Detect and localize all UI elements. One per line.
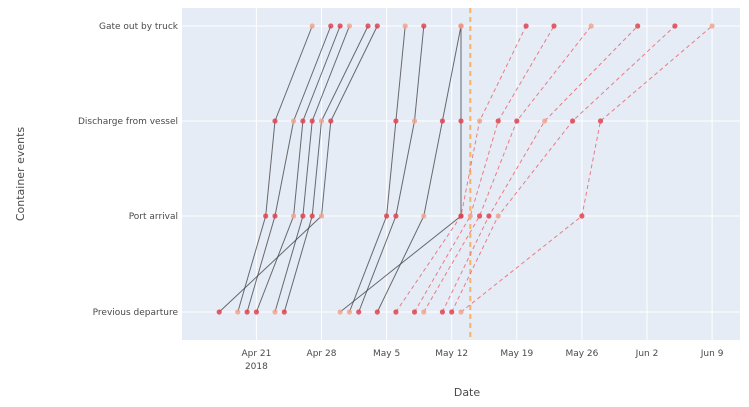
event-marker bbox=[495, 118, 501, 124]
event-marker bbox=[281, 309, 287, 315]
series-line bbox=[237, 25, 313, 313]
event-marker bbox=[346, 309, 352, 315]
event-marker bbox=[263, 213, 269, 219]
x-tick-label: May 26 bbox=[565, 349, 598, 359]
event-marker bbox=[328, 23, 334, 29]
event-marker bbox=[449, 309, 455, 315]
event-marker bbox=[467, 213, 473, 219]
event-marker bbox=[272, 118, 278, 124]
event-marker bbox=[411, 118, 418, 124]
event-marker bbox=[439, 309, 445, 315]
event-marker bbox=[309, 23, 315, 29]
event-marker bbox=[635, 23, 641, 29]
x-tick-sublabel: 2018 bbox=[245, 362, 268, 372]
series-line bbox=[423, 25, 592, 313]
event-marker bbox=[411, 309, 418, 315]
event-marker bbox=[495, 213, 501, 219]
event-marker bbox=[672, 23, 678, 29]
series-line bbox=[274, 25, 350, 313]
event-marker bbox=[356, 309, 362, 315]
event-marker bbox=[421, 213, 427, 219]
series-line bbox=[451, 25, 676, 313]
series-line bbox=[358, 25, 425, 313]
event-marker bbox=[458, 23, 464, 29]
event-marker bbox=[300, 213, 306, 219]
event-marker bbox=[253, 309, 259, 315]
event-marker bbox=[421, 23, 427, 29]
event-marker bbox=[393, 309, 399, 315]
event-marker bbox=[244, 309, 250, 315]
event-marker bbox=[421, 309, 427, 315]
event-marker bbox=[337, 23, 343, 29]
event-marker bbox=[291, 118, 297, 124]
event-marker bbox=[309, 213, 315, 219]
x-tick-label: Jun 2 bbox=[635, 349, 659, 359]
y-tick-label: Discharge from vessel bbox=[78, 117, 178, 127]
event-marker bbox=[402, 23, 408, 29]
series-line bbox=[246, 25, 332, 313]
event-marker bbox=[346, 23, 352, 29]
event-marker bbox=[570, 118, 576, 124]
event-marker bbox=[551, 23, 557, 29]
series-line bbox=[218, 25, 378, 313]
x-tick-label: May 19 bbox=[500, 349, 533, 359]
event-marker bbox=[374, 309, 380, 315]
x-axis-title: Date bbox=[454, 386, 481, 399]
event-marker bbox=[374, 23, 380, 29]
y-tick-labels: Previous departure Port arrival Discharge … bbox=[78, 22, 179, 318]
series-line bbox=[441, 25, 639, 313]
event-marker bbox=[393, 213, 399, 219]
event-marker bbox=[588, 23, 594, 29]
x-tick-label: Apr 21 bbox=[241, 349, 271, 359]
event-marker bbox=[318, 118, 325, 124]
event-marker bbox=[458, 213, 464, 219]
event-marker bbox=[709, 23, 715, 29]
event-marker bbox=[365, 23, 371, 29]
event-marker bbox=[439, 118, 445, 124]
event-marker bbox=[486, 213, 492, 219]
series-line bbox=[339, 26, 462, 313]
x-tick-label: Apr 28 bbox=[307, 349, 337, 359]
event-marker bbox=[393, 118, 399, 124]
x-tick-label: May 5 bbox=[373, 349, 400, 359]
event-marker bbox=[318, 213, 325, 219]
event-marker bbox=[542, 118, 548, 124]
event-marker bbox=[300, 118, 306, 124]
event-marker bbox=[579, 213, 585, 219]
event-marker bbox=[597, 118, 604, 124]
event-marker bbox=[272, 309, 278, 315]
x-tick-labels: Apr 21 2018 Apr 28 May 5 May 12 May 19 May 26 J… bbox=[241, 349, 723, 372]
y-tick-label: Previous departure bbox=[93, 308, 179, 318]
event-marker bbox=[235, 309, 241, 315]
event-marker bbox=[384, 213, 390, 219]
marker-layer bbox=[216, 23, 715, 315]
event-marker bbox=[309, 118, 315, 124]
event-marker bbox=[458, 118, 464, 124]
series-layer bbox=[218, 25, 713, 313]
series-line bbox=[395, 25, 527, 313]
series-line bbox=[460, 25, 713, 313]
event-marker bbox=[514, 118, 520, 124]
event-marker bbox=[328, 118, 334, 124]
event-marker bbox=[523, 23, 529, 29]
event-marker bbox=[477, 118, 483, 124]
event-marker bbox=[272, 213, 278, 219]
x-tick-label: Jun 9 bbox=[700, 349, 724, 359]
event-marker bbox=[291, 213, 297, 219]
series-line bbox=[283, 25, 369, 313]
x-tick-label: May 12 bbox=[435, 349, 468, 359]
event-marker bbox=[458, 309, 464, 315]
series-line bbox=[348, 25, 406, 313]
y-tick-label: Gate out by truck bbox=[99, 22, 179, 32]
event-marker bbox=[337, 309, 343, 315]
y-tick-label: Port arrival bbox=[129, 212, 178, 222]
y-axis-title: Container events bbox=[14, 127, 27, 222]
event-marker bbox=[477, 213, 483, 219]
series-line bbox=[255, 25, 341, 313]
event-marker bbox=[216, 309, 222, 315]
